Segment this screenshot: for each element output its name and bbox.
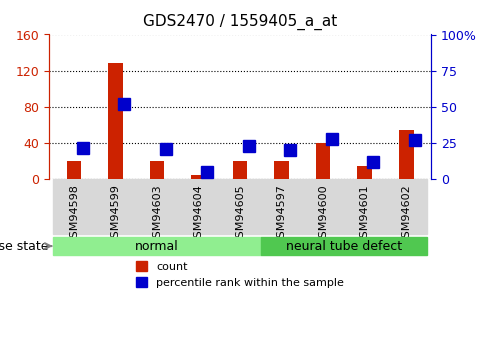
Bar xyxy=(386,179,427,235)
Bar xyxy=(233,161,247,179)
Bar xyxy=(150,161,164,179)
Title: GDS2470 / 1559405_a_at: GDS2470 / 1559405_a_at xyxy=(143,14,337,30)
Legend: count, percentile rank within the sample: count, percentile rank within the sample xyxy=(132,257,348,293)
Text: disease state: disease state xyxy=(0,239,48,253)
Text: neural tube defect: neural tube defect xyxy=(286,239,402,253)
Bar xyxy=(358,166,372,179)
Bar xyxy=(178,179,220,235)
Bar xyxy=(95,179,136,235)
Bar xyxy=(261,179,302,235)
Bar xyxy=(302,179,344,235)
Bar xyxy=(316,143,330,179)
Bar xyxy=(220,179,261,235)
Bar xyxy=(53,179,95,235)
Bar xyxy=(191,175,206,179)
Bar xyxy=(344,179,386,235)
Bar xyxy=(136,179,178,235)
Bar xyxy=(274,161,289,179)
Bar xyxy=(67,161,81,179)
Text: normal: normal xyxy=(135,239,179,253)
Bar xyxy=(53,237,261,255)
Bar xyxy=(261,237,427,255)
Bar xyxy=(399,130,414,179)
Bar xyxy=(108,63,122,179)
